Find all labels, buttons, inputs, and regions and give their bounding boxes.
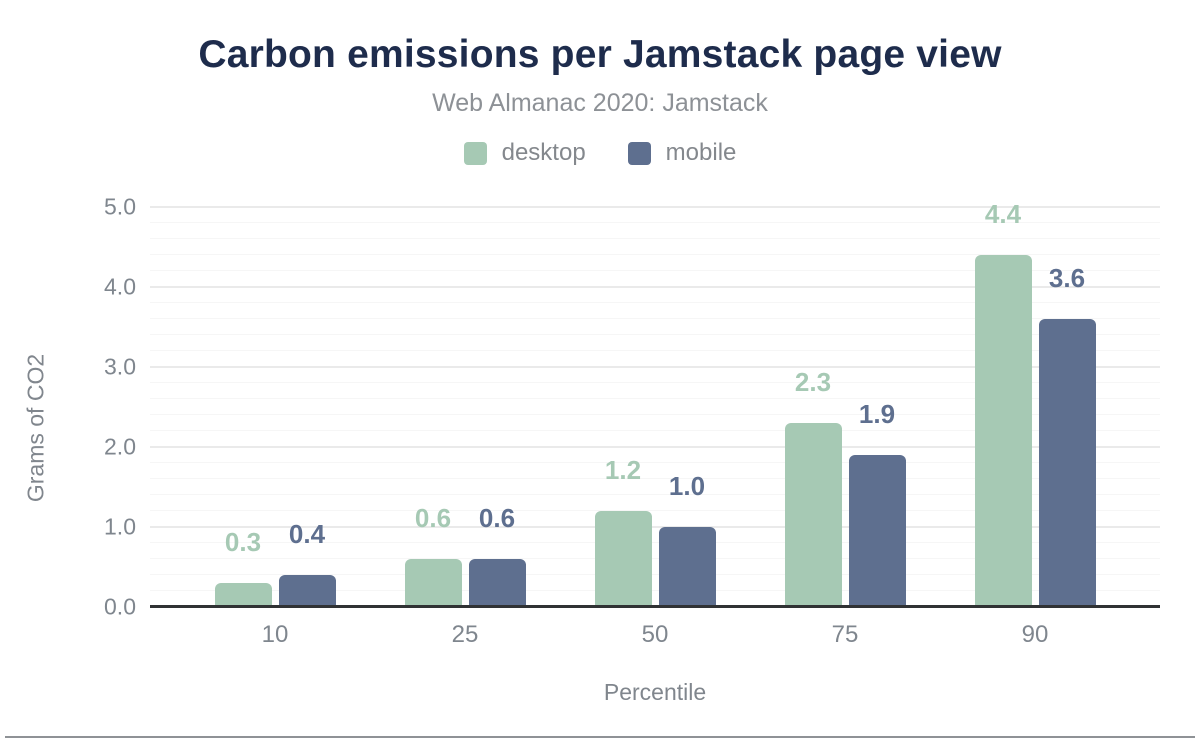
gridline-minor — [150, 574, 1160, 575]
gridline-major — [150, 366, 1160, 368]
bar-desktop-p75[interactable]: 2.3 — [784, 369, 842, 607]
gridline-minor — [150, 590, 1160, 591]
bar-value-label-desktop-p25: 0.6 — [414, 503, 452, 533]
y-axis-title: Grams of CO2 — [22, 353, 49, 503]
bar-value-label-desktop-p10: 0.3 — [224, 527, 262, 557]
legend-label-desktop: desktop — [501, 139, 586, 166]
x-axis-title: Percentile — [603, 679, 707, 705]
gridline-minor — [150, 398, 1160, 399]
chart-title: Carbon emissions per Jamstack page view — [198, 33, 1002, 76]
gridline-minor — [150, 542, 1160, 543]
y-tick-label: 3.0 — [104, 353, 136, 380]
gridline-minor — [150, 558, 1160, 559]
bar-mobile-p75[interactable]: 1.9 — [848, 401, 906, 607]
bar-groups: 0.3 0.4 10 0.6 0.6 25 1.2 1.0 50 2.3 1.9 75 4.4 3.6 90 — [150, 201, 1160, 648]
gridline-major — [150, 206, 1160, 208]
bar-mobile-p50[interactable]: 1.0 — [658, 473, 716, 607]
bar-group-p10: 0.3 0.4 10 — [180, 207, 370, 648]
plot-area: 0.3 0.4 10 0.6 0.6 25 1.2 1.0 50 2.3 1.9 75 4.4 3.6 90… — [104, 194, 1160, 648]
bar-mobile-p10[interactable]: 0.4 — [278, 521, 336, 607]
gridline-minor — [150, 254, 1160, 255]
bar-group-p75: 2.3 1.9 75 — [750, 207, 940, 648]
legend-label-mobile: mobile — [665, 139, 737, 166]
bar-value-label-mobile-p25: 0.6 — [478, 503, 516, 533]
gridline-minor — [150, 430, 1160, 431]
gridline-minor — [150, 238, 1160, 239]
y-tick-label: 5.0 — [104, 193, 136, 220]
chart-subtitle: Web Almanac 2020: Jamstack — [432, 89, 768, 117]
bar-group-p25: 0.6 0.6 25 — [370, 207, 560, 648]
bar-mobile-p25[interactable]: 0.6 — [468, 505, 526, 607]
y-tick-label: 1.0 — [104, 513, 136, 540]
legend-item-desktop[interactable]: desktop — [463, 139, 586, 167]
gridline-minor — [150, 302, 1160, 303]
x-tick-label: 25 — [451, 621, 479, 648]
legend-item-mobile[interactable]: mobile — [627, 139, 737, 167]
bar-value-label-desktop-p90: 4.4 — [984, 199, 1022, 229]
bar-mobile-p90[interactable]: 3.6 — [1038, 265, 1096, 607]
bar-group-p90: 4.4 3.6 90 — [940, 201, 1130, 648]
bar-desktop-p90[interactable]: 4.4 — [974, 201, 1032, 607]
gridline-major — [150, 526, 1160, 528]
bar-value-label-mobile-p90: 3.6 — [1048, 263, 1086, 293]
x-tick-label: 75 — [831, 621, 859, 648]
gridline-minor — [150, 478, 1160, 479]
bar-value-label-mobile-p75: 1.9 — [858, 399, 896, 429]
bar-desktop-p25[interactable]: 0.6 — [404, 505, 462, 607]
bar-group-p50: 1.2 1.0 50 — [560, 207, 750, 648]
bar-value-label-desktop-p75: 2.3 — [794, 367, 832, 397]
gridline-minor — [150, 510, 1160, 511]
gridline-major — [150, 286, 1160, 288]
x-axis-line — [150, 605, 1160, 608]
gridline-minor — [150, 318, 1160, 319]
gridline-minor — [150, 462, 1160, 463]
gridline-minor — [150, 414, 1160, 415]
bar-desktop-p10[interactable]: 0.3 — [214, 529, 272, 607]
legend: desktop mobile — [0, 139, 1200, 167]
desktop-series-swatch-icon — [463, 141, 487, 165]
bar-value-label-mobile-p10: 0.4 — [288, 519, 326, 549]
x-tick-label: 10 — [261, 621, 289, 648]
gridline-minor — [150, 222, 1160, 223]
bar-value-label-mobile-p50: 1.0 — [668, 471, 706, 501]
y-tick-label: 2.0 — [104, 433, 136, 460]
x-tick-label: 90 — [1021, 621, 1049, 648]
bar-value-label-desktop-p50: 1.2 — [604, 455, 642, 485]
bar-desktop-p50[interactable]: 1.2 — [594, 457, 652, 607]
gridline-major — [150, 446, 1160, 448]
x-tick-label: 50 — [641, 621, 669, 648]
gridline-minor — [150, 270, 1160, 271]
y-tick-label: 4.0 — [104, 273, 136, 300]
footer-divider — [5, 736, 1195, 738]
gridline-minor — [150, 334, 1160, 335]
y-tick-label: 0.0 — [104, 593, 136, 620]
gridline-minor — [150, 382, 1160, 383]
mobile-series-swatch-icon — [627, 141, 651, 165]
gridline-minor — [150, 494, 1160, 495]
gridline-minor — [150, 350, 1160, 351]
